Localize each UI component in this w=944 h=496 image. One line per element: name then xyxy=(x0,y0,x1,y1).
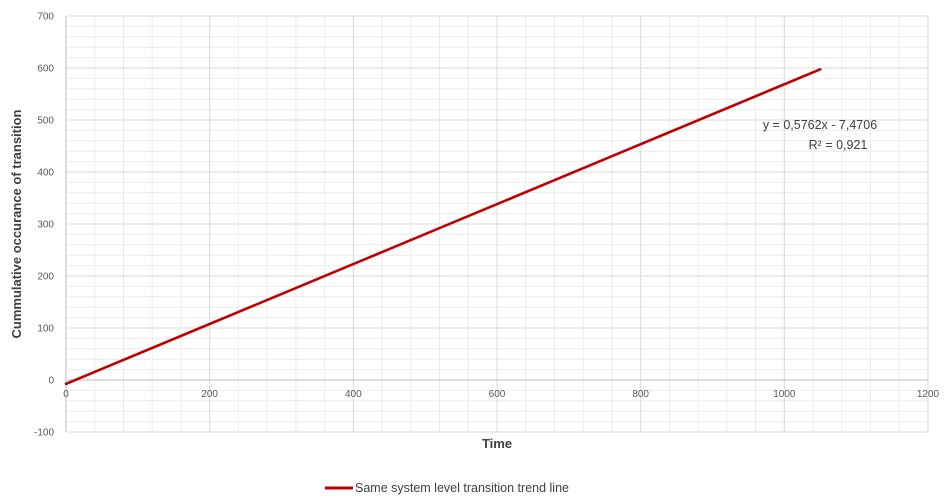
series-lines xyxy=(64,68,822,386)
trendline-equation: y = 0,5762x - 7,4706 xyxy=(763,118,877,132)
y-tick-label: 0 xyxy=(48,376,54,387)
y-tick-label: 600 xyxy=(37,64,54,75)
x-tick-labels: 0 200 400 600 800 1000 1200 xyxy=(63,389,939,400)
y-tick-label: 500 xyxy=(37,116,54,127)
r-squared-value: 0,921 xyxy=(836,138,867,152)
y-tick-label: 100 xyxy=(37,324,54,335)
y-tick-label: 200 xyxy=(37,272,54,283)
y-tick-labels: 700 600 500 400 300 200 100 0 -100 xyxy=(34,12,54,439)
y-tick-label: -100 xyxy=(34,428,54,439)
x-tick-label: 600 xyxy=(489,389,506,400)
x-tick-label: 0 xyxy=(63,389,69,400)
y-axis-title: Cummulative occurance of transition xyxy=(9,109,24,338)
series-line xyxy=(64,68,822,386)
x-tick-label: 200 xyxy=(201,389,218,400)
x-tick-label: 1000 xyxy=(773,389,796,400)
y-tick-label: 700 xyxy=(37,12,54,23)
x-axis-title: Time xyxy=(482,436,512,451)
trendline-r-squared: R² = 0,921 xyxy=(809,138,868,152)
legend: Same system level transition trend line xyxy=(325,481,569,495)
legend-label: Same system level transition trend line xyxy=(355,481,569,495)
x-tick-label: 800 xyxy=(632,389,649,400)
y-tick-label: 400 xyxy=(37,168,54,179)
x-tick-label: 400 xyxy=(345,389,362,400)
r-squared-prefix: R² = xyxy=(809,138,836,152)
x-tick-label: 1200 xyxy=(917,389,940,400)
y-tick-label: 300 xyxy=(37,220,54,231)
